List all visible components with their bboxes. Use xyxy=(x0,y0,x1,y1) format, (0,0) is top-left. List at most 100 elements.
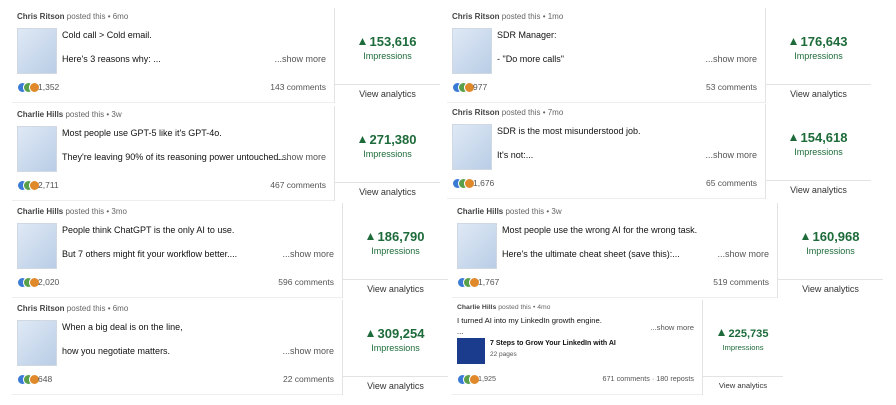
post-text: People think ChatGPT is the only AI to u… xyxy=(62,225,235,235)
analytics-panel: 176,643 Impressions View analytics xyxy=(765,8,871,103)
impressions-row: 176,643 xyxy=(766,34,871,49)
analytics-panel: 154,618 Impressions View analytics xyxy=(765,104,871,199)
post-thumbnail xyxy=(17,320,57,366)
impressions-label: Impressions xyxy=(794,51,843,61)
post-card: Chris Ritson posted this • 1mo SDR Manage… xyxy=(447,8,871,103)
impressions-value: 309,254 xyxy=(377,326,425,341)
show-more[interactable]: ...show more xyxy=(650,323,694,332)
analytics-panel: 225,735 Impressions View analytics xyxy=(702,300,783,395)
impressions-label: Impressions xyxy=(363,51,412,61)
author: Charlie Hills xyxy=(457,304,497,311)
post-text: Most people use GPT-5 like it's GPT-4o. xyxy=(62,128,222,138)
posted-time: posted this • 1mo xyxy=(501,12,564,21)
arrow-shape xyxy=(358,38,366,45)
post-text: how you negotiate matters. xyxy=(62,346,171,356)
impressions-row: 154,618 xyxy=(766,130,871,145)
document-pages: 22 pages xyxy=(490,351,517,358)
impressions-row: 271,380 xyxy=(335,132,440,147)
view-analytics[interactable]: View analytics xyxy=(718,381,768,390)
trend-arrow xyxy=(789,134,797,141)
impressions-row: 225,735 xyxy=(703,328,783,340)
post-text: Here's the ultimate cheat sheet (save th… xyxy=(502,249,680,259)
show-more[interactable]: ...show more xyxy=(274,54,326,64)
analytics-panel: 160,968 Impressions View analytics xyxy=(777,203,883,298)
impressions-row: 153,616 xyxy=(335,34,440,49)
show-more[interactable]: ...show more xyxy=(705,150,757,160)
post-text: SDR is the most misunderstood job. xyxy=(497,126,641,136)
show-more[interactable]: ...show more xyxy=(282,249,334,259)
document-cover xyxy=(457,338,485,364)
trend-arrow xyxy=(358,38,366,45)
post-text: Here's 3 reasons why: ... xyxy=(62,54,161,64)
view-analytics[interactable]: View analytics xyxy=(790,185,847,195)
post-meta: Charlie Hills posted this • 4mo xyxy=(457,304,550,311)
arrow-shape xyxy=(358,136,366,143)
author: Charlie Hills xyxy=(17,207,64,216)
impressions-label: Impressions xyxy=(363,149,412,159)
impressions-value: 154,618 xyxy=(800,130,848,145)
divider xyxy=(343,376,448,377)
post-body: Charlie Hills posted this • 3mo People th… xyxy=(12,203,342,298)
trend-arrow xyxy=(801,233,809,240)
reaction-count: 2,711 xyxy=(38,180,59,190)
view-analytics[interactable]: View analytics xyxy=(790,89,847,99)
author: Chris Ritson xyxy=(452,108,500,117)
impressions-value: 271,380 xyxy=(369,132,417,147)
post-text: When a big deal is on the line, xyxy=(62,322,183,332)
reaction-count: 1,676 xyxy=(473,178,495,188)
posted-time: posted this • 3w xyxy=(505,207,562,216)
view-analytics[interactable]: View analytics xyxy=(367,284,424,294)
arrow-shape xyxy=(366,233,374,240)
arrow-shape xyxy=(789,38,797,45)
analytics-panel: 153,616 Impressions View analytics xyxy=(334,8,440,103)
post-thumbnail xyxy=(452,124,492,170)
post-text: ... xyxy=(457,327,464,336)
post-card: Chris Ritson posted this • 6mo When a big… xyxy=(12,300,448,395)
impressions-label: Impressions xyxy=(722,343,764,352)
trend-arrow xyxy=(366,330,374,337)
show-more[interactable]: ...show more xyxy=(274,152,326,162)
divider xyxy=(766,180,871,181)
post-meta: Chris Ritson posted this • 7mo xyxy=(452,108,563,117)
post-text: They're leaving 90% of its reasoning pow… xyxy=(62,152,289,162)
post-thumbnail xyxy=(17,28,57,74)
reaction-icon xyxy=(29,82,40,93)
post-card: Charlie Hills posted this • 3w Most peopl… xyxy=(12,106,440,201)
impressions-value: 176,643 xyxy=(800,34,848,49)
post-text: Most people use the wrong AI for the wro… xyxy=(502,225,698,235)
view-analytics[interactable]: View analytics xyxy=(802,284,859,294)
posted-time: posted this • 6mo xyxy=(66,12,129,21)
author: Chris Ritson xyxy=(452,12,500,21)
view-analytics[interactable]: View analytics xyxy=(359,89,416,99)
comment-count: 596 comments xyxy=(278,277,334,287)
show-more[interactable]: ...show more xyxy=(705,54,757,64)
posted-time: posted this • 6mo xyxy=(66,304,129,313)
view-analytics[interactable]: View analytics xyxy=(367,381,424,391)
comment-count: 671 comments · 180 reposts xyxy=(602,374,694,383)
post-thumbnail xyxy=(17,126,57,172)
posted-time: posted this • 3mo xyxy=(65,207,127,216)
arrow-shape xyxy=(717,329,725,336)
reaction-icon xyxy=(464,178,475,189)
document-title: 7 Steps to Grow Your LinkedIn with AI xyxy=(490,340,616,347)
post-text: It's not:... xyxy=(497,150,534,160)
show-more[interactable]: ...show more xyxy=(282,346,334,356)
post-card: Chris Ritson posted this • 7mo SDR is the… xyxy=(447,104,871,199)
divider xyxy=(766,84,871,85)
view-analytics[interactable]: View analytics xyxy=(359,187,416,197)
reaction-count: 1,352 xyxy=(38,82,60,92)
reaction-icon xyxy=(29,374,40,385)
analytics-panel: 309,254 Impressions View analytics xyxy=(342,300,448,395)
comment-count: 22 comments xyxy=(282,374,334,384)
impressions-label: Impressions xyxy=(806,246,855,256)
post-meta: Charlie Hills posted this • 3w xyxy=(17,110,122,119)
post-meta: Chris Ritson posted this • 6mo xyxy=(17,304,128,313)
post-card: Charlie Hills posted this • 3w Most peopl… xyxy=(452,203,883,298)
comment-count: 143 comments xyxy=(270,82,326,92)
show-more[interactable]: ...show more xyxy=(717,249,769,259)
author: Chris Ritson xyxy=(17,12,65,21)
trend-arrow xyxy=(358,136,366,143)
trend-arrow xyxy=(717,329,725,336)
post-text: I turned AI into my LinkedIn growth engi… xyxy=(457,316,602,325)
